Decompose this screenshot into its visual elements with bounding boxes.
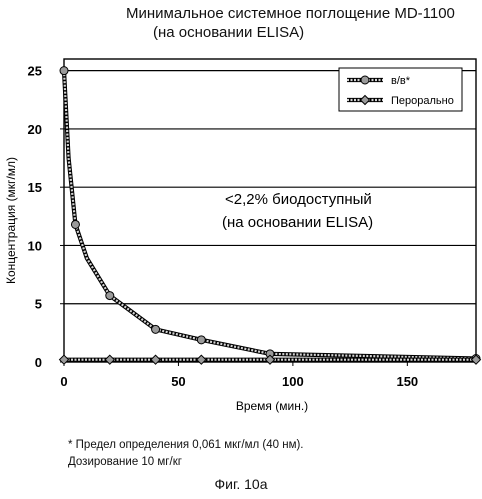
y-tick-label-20: 20 bbox=[28, 122, 42, 137]
y-tick-label-0: 0 bbox=[35, 355, 42, 370]
footnote: * Предел определения 0,061 мкг/мл (40 нм… bbox=[68, 437, 304, 471]
y-tick-label-5: 5 bbox=[35, 297, 42, 312]
concentration-chart: 0 5 10 15 20 25 0 50 100 150 Время (мин.) Концентра… bbox=[4, 58, 482, 413]
series-1-point-20 bbox=[104, 354, 115, 365]
chart-title-line1: Минимальное системное поглощение MD-1100 bbox=[126, 5, 455, 22]
legend-marker-1 bbox=[359, 94, 371, 106]
series-0-point-20 bbox=[105, 291, 115, 301]
legend-marker-0 bbox=[360, 75, 370, 85]
series-0-point-60 bbox=[196, 335, 206, 345]
series-0-point-40 bbox=[151, 324, 161, 334]
legend-box bbox=[338, 67, 463, 112]
footnote-detection-limit: * Предел определения 0,061 мкг/мл (40 нм… bbox=[68, 439, 304, 451]
series-1-point-90 bbox=[264, 354, 276, 365]
chart-title-line2: (на основании ELISA) bbox=[153, 24, 305, 41]
y-tick-label-10: 10 bbox=[28, 238, 42, 253]
series-0-point-5 bbox=[70, 219, 80, 229]
series-1-point-40 bbox=[150, 354, 161, 365]
y-axis-label: Концентрация (мкг/мл) bbox=[4, 157, 18, 284]
x-tick-label-100: 100 bbox=[282, 374, 304, 389]
series-line-0 bbox=[62, 70, 477, 360]
annotation-line1: <2,2% биодоступный bbox=[225, 191, 372, 208]
figure-label: Фиг. 10а bbox=[214, 476, 268, 492]
x-tick-label-50: 50 bbox=[171, 374, 185, 389]
y-tick-label-25: 25 bbox=[28, 64, 42, 79]
y-tick-label-15: 15 bbox=[28, 180, 42, 195]
annotation-line2: (на основании ELISA) bbox=[222, 214, 373, 231]
legend-label-1: Перорально bbox=[391, 95, 454, 107]
series-1-point-60 bbox=[196, 354, 207, 365]
series-1-point-0 bbox=[58, 354, 70, 365]
series-0-point-0 bbox=[59, 66, 69, 76]
x-tick-label-0: 0 bbox=[60, 374, 67, 389]
legend-label-0: в/в* bbox=[391, 75, 411, 87]
x-axis-label: Время (мин.) bbox=[236, 399, 308, 413]
x-tick-label-150: 150 bbox=[396, 374, 418, 389]
series-1-point-180 bbox=[470, 354, 482, 365]
footnote-dosing: Дозирование 10 мг/кг bbox=[68, 456, 182, 468]
